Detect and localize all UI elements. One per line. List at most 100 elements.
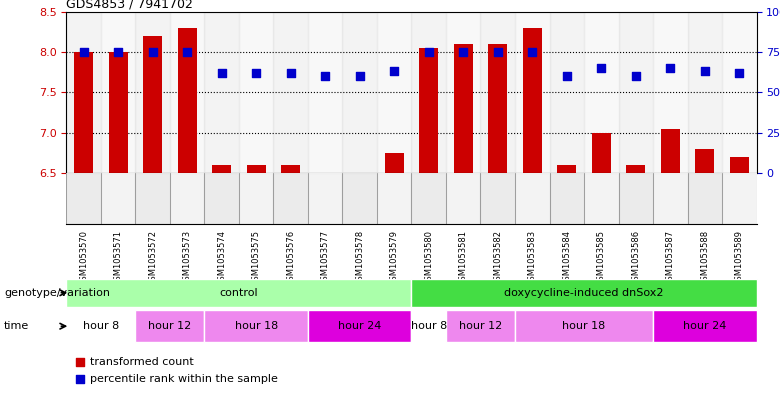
Point <box>561 73 573 79</box>
Bar <box>136 173 170 224</box>
Bar <box>523 28 542 173</box>
Text: hour 8: hour 8 <box>83 321 119 331</box>
Bar <box>273 12 308 173</box>
Text: doxycycline-induced dnSox2: doxycycline-induced dnSox2 <box>505 288 664 298</box>
Bar <box>412 310 446 342</box>
Bar <box>661 129 680 173</box>
Text: control: control <box>219 288 258 298</box>
Bar <box>695 149 714 173</box>
Text: hour 18: hour 18 <box>562 321 605 331</box>
Point <box>181 49 193 55</box>
Point <box>77 49 90 55</box>
Text: hour 18: hour 18 <box>235 321 278 331</box>
Point <box>595 65 608 71</box>
Bar <box>308 12 342 173</box>
Bar <box>515 173 549 224</box>
Bar <box>653 310 757 342</box>
Point <box>530 277 543 283</box>
Bar <box>480 12 515 173</box>
Bar <box>239 173 273 224</box>
Bar <box>101 173 136 224</box>
Bar <box>136 310 204 342</box>
Text: hour 24: hour 24 <box>338 321 381 331</box>
Point <box>457 49 470 55</box>
Bar <box>626 165 645 173</box>
Bar <box>239 12 273 173</box>
Bar <box>170 173 204 224</box>
Bar <box>688 12 722 173</box>
Bar <box>722 173 757 224</box>
Point <box>215 70 228 76</box>
Bar <box>66 310 136 342</box>
Bar <box>446 173 480 224</box>
Bar <box>66 173 101 224</box>
Bar <box>557 165 576 173</box>
Point <box>319 73 332 79</box>
Bar <box>178 28 197 173</box>
Point <box>526 49 538 55</box>
Bar <box>342 173 377 224</box>
Bar <box>308 310 412 342</box>
Bar <box>619 12 653 173</box>
Bar <box>730 157 749 173</box>
Bar <box>204 310 308 342</box>
Text: hour 24: hour 24 <box>683 321 726 331</box>
Point <box>423 49 435 55</box>
Bar <box>412 12 446 173</box>
Bar <box>66 279 412 307</box>
Text: GDS4853 / 7941702: GDS4853 / 7941702 <box>66 0 193 11</box>
Bar <box>515 12 549 173</box>
Bar <box>488 44 507 173</box>
Bar <box>273 173 308 224</box>
Point <box>491 49 504 55</box>
Bar <box>419 48 438 173</box>
Point <box>147 49 159 55</box>
Bar <box>584 12 619 173</box>
Bar <box>619 173 653 224</box>
Bar <box>108 52 128 173</box>
Bar <box>549 173 584 224</box>
Text: hour 12: hour 12 <box>148 321 191 331</box>
Bar <box>653 12 688 173</box>
Bar <box>281 165 300 173</box>
Bar <box>101 12 136 173</box>
Point <box>285 70 297 76</box>
Bar <box>480 173 515 224</box>
Bar <box>377 173 412 224</box>
Point <box>699 68 711 75</box>
Text: percentile rank within the sample: percentile rank within the sample <box>90 374 278 384</box>
Bar <box>74 52 93 173</box>
Bar <box>446 310 515 342</box>
Bar <box>212 165 231 173</box>
Bar <box>722 12 757 173</box>
Bar <box>446 12 480 173</box>
Bar <box>377 12 412 173</box>
Text: time: time <box>4 321 29 331</box>
Point <box>733 70 746 76</box>
Bar <box>592 132 611 173</box>
Bar <box>143 36 162 173</box>
Bar <box>170 12 204 173</box>
Text: genotype/variation: genotype/variation <box>4 288 110 298</box>
Bar <box>246 165 266 173</box>
Bar <box>342 12 377 173</box>
Bar <box>204 12 239 173</box>
Point <box>353 73 366 79</box>
Bar <box>136 12 170 173</box>
Bar <box>653 173 688 224</box>
Bar <box>308 173 342 224</box>
Bar <box>385 153 404 173</box>
Point <box>388 68 400 75</box>
Bar <box>204 173 239 224</box>
Text: hour 8: hour 8 <box>410 321 447 331</box>
Text: hour 12: hour 12 <box>459 321 502 331</box>
Point <box>112 49 124 55</box>
Text: transformed count: transformed count <box>90 356 194 367</box>
Bar <box>412 279 757 307</box>
Bar <box>515 310 653 342</box>
Bar <box>66 12 101 173</box>
Bar <box>454 44 473 173</box>
Bar <box>412 173 446 224</box>
Point <box>664 65 676 71</box>
Point <box>250 70 262 76</box>
